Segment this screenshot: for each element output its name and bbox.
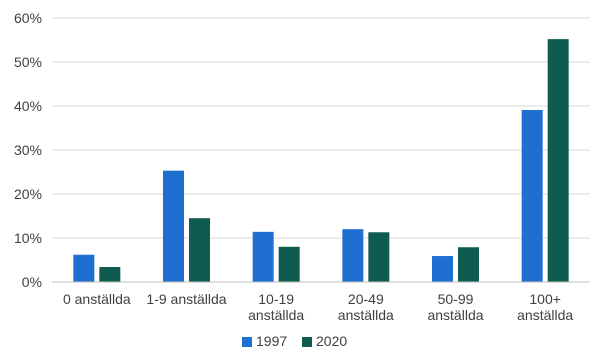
x-category-label: 1-9 anställda	[146, 291, 226, 307]
legend-label-1997: 1997	[256, 333, 287, 349]
bar-1997	[252, 231, 274, 282]
y-axis-ticks: 0% 10% 20% 30% 40% 50% 60%	[14, 10, 42, 290]
x-category-label: 50-99 anställda	[427, 291, 483, 323]
y-tick-label: 30%	[14, 142, 42, 158]
y-tick-label: 60%	[14, 10, 42, 26]
x-category-label: 10-19 anställda	[248, 291, 304, 323]
y-tick-label: 10%	[14, 230, 42, 246]
y-tick-label: 40%	[14, 98, 42, 114]
bar-2020	[547, 39, 569, 283]
x-category-label: 20-49 anställda	[338, 291, 394, 323]
bars	[73, 39, 569, 283]
y-tick-label: 50%	[14, 54, 42, 70]
bar-1997	[432, 256, 453, 282]
x-category-label: 100+ anställda	[517, 291, 573, 323]
bar-2020	[99, 267, 121, 282]
legend: 1997 2020	[242, 333, 347, 349]
bar-2020	[368, 232, 390, 282]
y-tick-label: 0%	[22, 274, 42, 290]
gridlines	[52, 17, 590, 239]
legend-swatch-1997	[242, 337, 252, 347]
x-category-label: 0 anställda	[63, 291, 131, 307]
bar-1997	[73, 254, 95, 282]
bar-2020	[278, 246, 300, 282]
bar-1997	[342, 229, 364, 282]
bar-2020	[189, 218, 210, 282]
legend-swatch-2020	[302, 337, 312, 347]
x-axis-categories: 0 anställda 1-9 anställda 10-19 anställda 20…	[63, 291, 573, 323]
y-tick-label: 20%	[14, 186, 42, 202]
bar-2020	[458, 247, 479, 282]
bar-1997	[521, 109, 543, 283]
bar-1997	[163, 170, 184, 282]
legend-label-2020: 2020	[316, 333, 347, 349]
